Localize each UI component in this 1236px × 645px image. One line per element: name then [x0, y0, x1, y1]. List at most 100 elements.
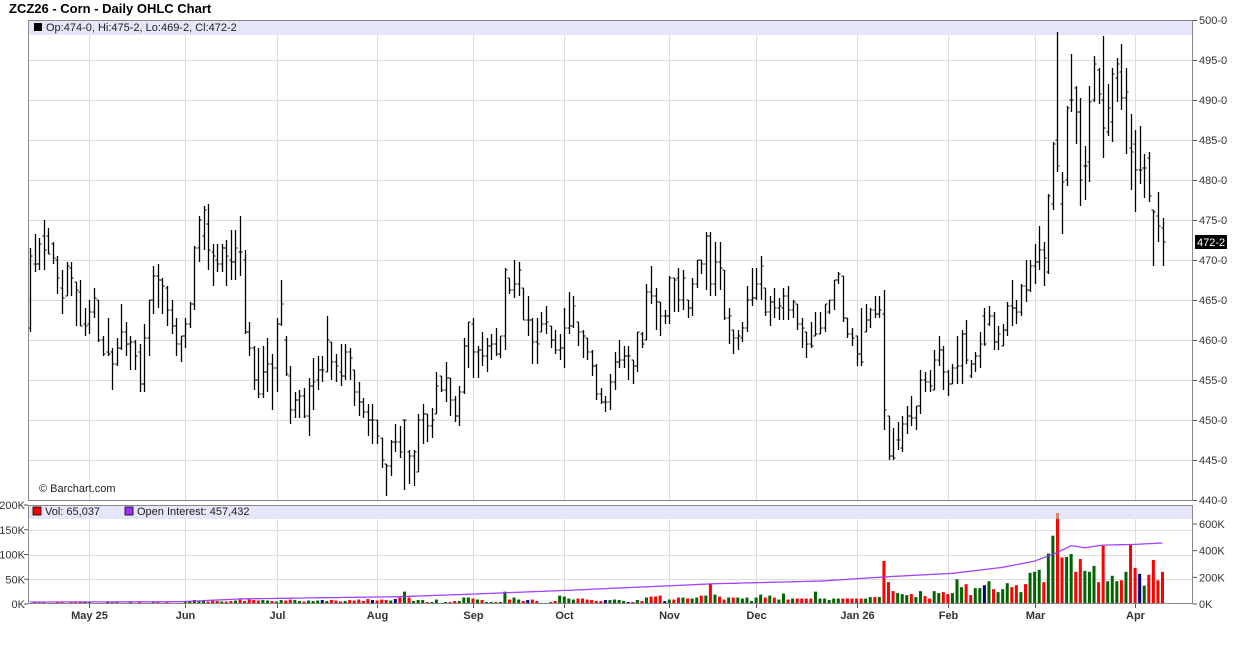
price-axis-label: 475-0 — [1199, 215, 1227, 227]
ohlc-bar — [316, 356, 321, 390]
ohlc-bar — [1046, 194, 1051, 274]
ohlc-bar — [1115, 58, 1120, 102]
price-axis-label: 495-0 — [1199, 55, 1227, 67]
ohlc-bar — [188, 302, 193, 328]
ohlc-bar — [1083, 146, 1088, 200]
ohlc-bar — [928, 370, 933, 392]
ohlc-bar — [37, 238, 42, 270]
ohlc-bar — [590, 350, 595, 376]
ohlc-bar — [1129, 114, 1134, 190]
ohlc-bar — [941, 346, 946, 390]
ohlc-bar — [900, 416, 905, 452]
ohlc-bar — [325, 316, 330, 373]
volume-bar — [795, 598, 799, 604]
ohlc-bar — [46, 228, 51, 255]
volume-legend-band — [29, 505, 1193, 519]
volume-bar — [649, 596, 653, 604]
time-axis-label: May 25 — [71, 610, 108, 622]
volume-bar — [480, 600, 484, 604]
ohlc-bar — [1138, 126, 1143, 184]
ohlc-bar — [412, 450, 417, 486]
volume-bar — [1110, 575, 1114, 604]
volume-bars — [28, 513, 1164, 604]
volume-bar — [1129, 544, 1133, 604]
volume-bar — [667, 599, 671, 604]
volume-bar — [676, 597, 680, 604]
ohlc-bar — [571, 296, 576, 328]
ohlc-bar — [243, 250, 248, 334]
volume-bar — [462, 597, 466, 604]
ohlc-bar — [224, 240, 229, 286]
ohlc-bar — [92, 288, 97, 318]
ohlc-bar — [918, 370, 923, 414]
ohlc-bar — [649, 266, 654, 304]
ohlc-bar — [206, 204, 211, 270]
open-interest-axis-label: 400K — [1199, 546, 1225, 558]
ohlc-bar — [60, 270, 65, 314]
ohlc-bar — [1042, 242, 1047, 286]
ohlc-bar — [667, 276, 672, 324]
chart-title: ZCZ26 - Corn - Daily OHLC Chart — [9, 1, 212, 16]
ohlc-bar — [567, 292, 572, 334]
volume-bar — [850, 598, 854, 604]
ohlc-bar — [398, 426, 403, 458]
ohlc-bar — [348, 348, 353, 380]
volume-bar — [763, 597, 767, 604]
volume-bar — [713, 594, 717, 604]
ohlc-bar — [1060, 172, 1065, 234]
volume-bar — [416, 600, 420, 604]
ohlc-bar — [407, 450, 412, 484]
volume-bar — [923, 596, 927, 604]
ohlc-bar — [658, 301, 663, 336]
volume-bar — [252, 600, 256, 604]
volume-bar — [320, 600, 324, 604]
ohlc-bar — [845, 317, 850, 338]
ohlc-bar — [1133, 130, 1138, 212]
price-axis-label: 465-0 — [1199, 295, 1227, 307]
ohlc-bar — [905, 406, 910, 434]
ohlc-bar — [1005, 302, 1010, 336]
ohlc-bar — [535, 318, 540, 364]
volume-bar — [1138, 573, 1142, 604]
ohlc-bar — [654, 288, 659, 330]
ohlc-bar — [644, 284, 649, 341]
ohlc-bar — [754, 268, 759, 300]
ohlc-bar — [832, 279, 837, 310]
ohlc-bar — [873, 296, 878, 318]
open-interest-axis-label: 0K — [1199, 599, 1213, 611]
volume-bar — [960, 587, 964, 604]
volume-bar — [211, 600, 215, 604]
volume-bar — [1014, 585, 1018, 604]
volume-bar — [302, 601, 306, 604]
ohlc-bar — [1101, 36, 1106, 158]
ohlc-bar — [215, 244, 220, 272]
volume-bar — [576, 598, 580, 604]
time-axis-label: Aug — [367, 610, 388, 622]
ohlc-bar — [708, 232, 713, 296]
ohlc-bar — [786, 286, 791, 320]
ohlc-bar — [1092, 56, 1097, 102]
volume-bar — [224, 601, 228, 604]
ohlc-bar — [681, 270, 686, 310]
open-interest-legend: Open Interest: 457,432 — [137, 506, 250, 518]
volume-bar — [681, 597, 685, 604]
volume-bar — [818, 598, 822, 604]
ohlc-bar — [558, 334, 563, 360]
volume-bar — [229, 601, 233, 604]
ohlc-bar — [110, 348, 115, 390]
ohlc-bar — [672, 277, 677, 312]
volume-bar — [1055, 519, 1059, 604]
ohlc-bar — [78, 280, 83, 327]
ohlc-bar — [517, 262, 522, 296]
volume-bar — [233, 600, 237, 604]
ohlc-bars — [28, 32, 1166, 496]
volume-bar — [197, 601, 201, 604]
volume-bar — [1042, 582, 1046, 604]
ohlc-bar — [864, 304, 869, 333]
ohlc-bar — [813, 312, 818, 337]
time-axis: May 25 Jun Jul Aug Sep Oct Nov Dec Jan 26 Feb Mar A… — [71, 604, 1146, 622]
volume-bar — [704, 595, 708, 604]
volume-bar — [663, 601, 667, 604]
volume-bar — [270, 601, 274, 604]
volume-bar — [402, 591, 406, 604]
